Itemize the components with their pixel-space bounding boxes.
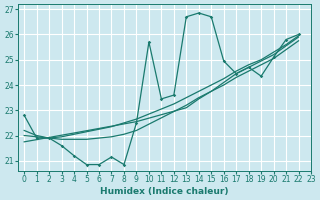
X-axis label: Humidex (Indice chaleur): Humidex (Indice chaleur) xyxy=(100,187,229,196)
